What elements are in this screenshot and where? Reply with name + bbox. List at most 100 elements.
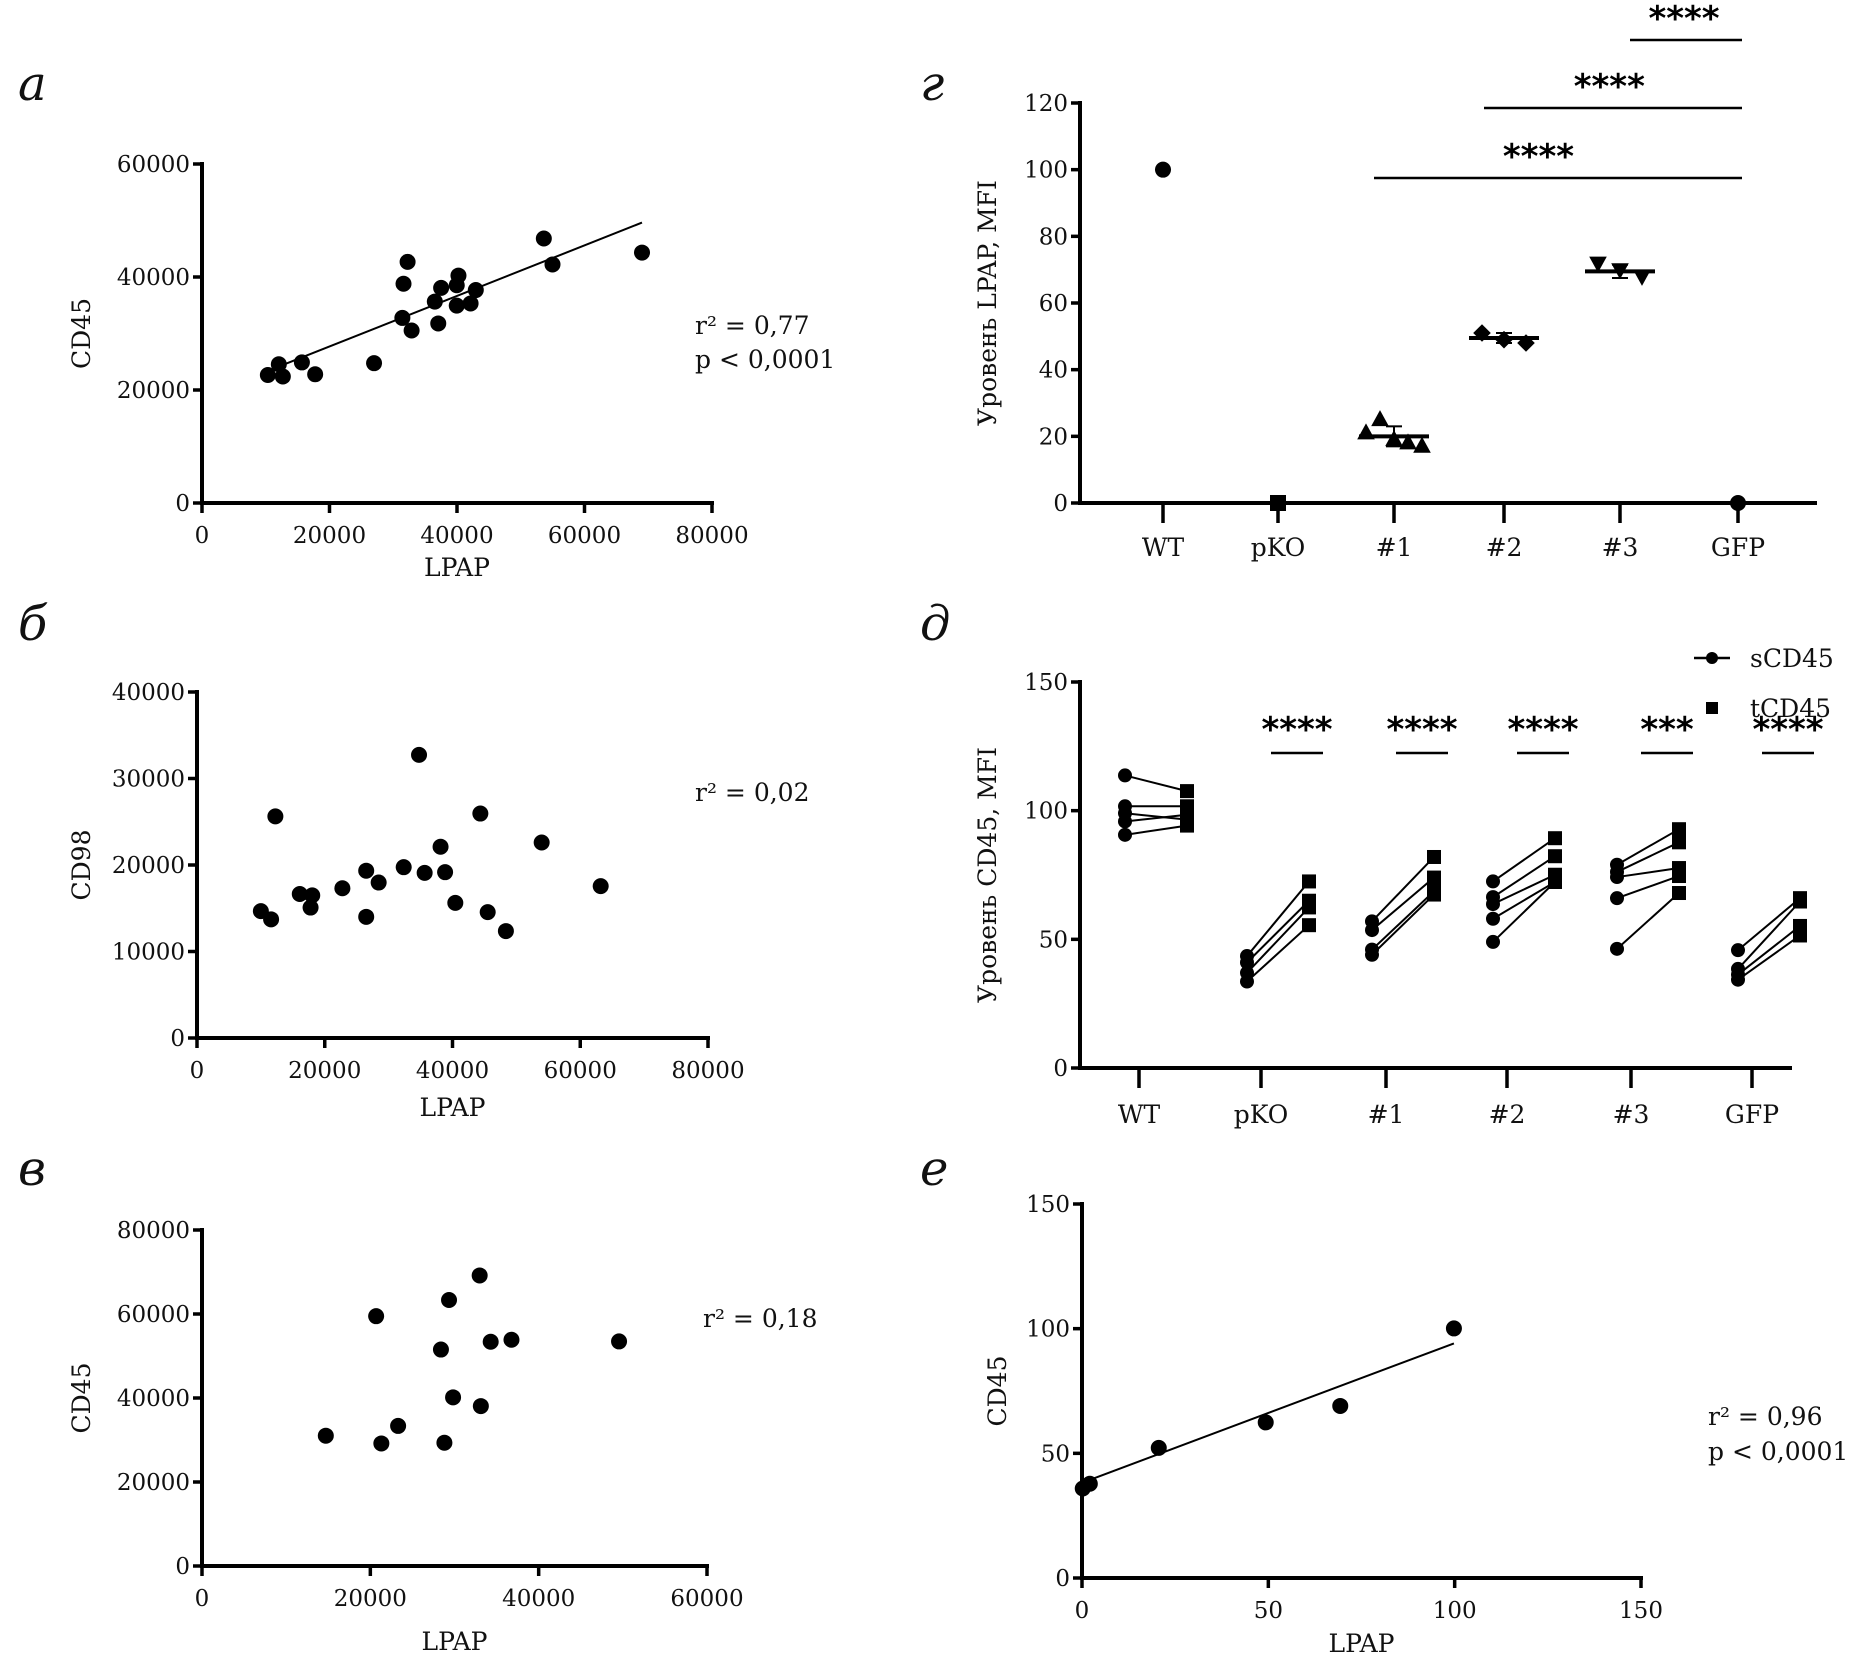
data-point — [1150, 1439, 1167, 1456]
tCD45-point — [1548, 831, 1562, 846]
paired-line — [1246, 924, 1310, 983]
paired-line — [1492, 881, 1556, 920]
x-tick-label: 80000 — [671, 1058, 744, 1084]
sCD45-point — [1118, 827, 1132, 842]
tCD45-point — [1427, 849, 1441, 864]
category-label: #1 — [1368, 1100, 1405, 1129]
paired-line — [1616, 892, 1680, 950]
data-point — [1155, 161, 1171, 178]
data-point — [472, 805, 489, 822]
panel-label: б — [18, 596, 48, 652]
x-tick-label: 40000 — [502, 1586, 575, 1612]
y-tick-label: 0 — [1053, 491, 1068, 517]
data-point — [503, 1331, 520, 1348]
category-label: pKO — [1251, 533, 1306, 562]
y-axis-label: CD45 — [983, 1356, 1012, 1427]
legend: sCD45 tCD45 — [1694, 644, 1834, 723]
paired-line — [1492, 881, 1556, 943]
data-point — [467, 282, 484, 299]
significance-label: **** — [1386, 710, 1457, 750]
y-tick-label: 100 — [1024, 158, 1068, 184]
data-point — [479, 904, 496, 921]
paired-line — [1737, 900, 1801, 970]
r-squared-annotation: r² = 0,96 — [1708, 1402, 1822, 1431]
x-tick-label: 0 — [195, 1586, 210, 1612]
sCD45-point — [1731, 943, 1745, 958]
tCD45-point — [1427, 887, 1441, 902]
y-tick-label: 120 — [1024, 91, 1068, 117]
data-point — [274, 368, 291, 385]
r-squared-annotation: r² = 0,77 — [695, 311, 809, 340]
significance-label: **** — [1261, 710, 1332, 750]
legend-marker-sCD45 — [1706, 652, 1718, 664]
sCD45-point — [1486, 897, 1500, 912]
tCD45-point — [1180, 784, 1194, 799]
category-label: GFP — [1711, 533, 1765, 562]
x-tick-label: 0 — [1075, 1598, 1090, 1624]
paired-line — [1492, 837, 1556, 883]
y-tick-label: 0 — [175, 1554, 190, 1580]
data-point — [1385, 430, 1403, 447]
sCD45-point — [1731, 972, 1745, 987]
data-point — [304, 887, 321, 904]
data-point — [450, 267, 467, 284]
data-point — [432, 838, 449, 855]
data-point — [1730, 495, 1746, 511]
y-tick-label: 20000 — [117, 378, 190, 404]
x-axis-label: LPAP — [424, 553, 490, 582]
x-axis-label: LPAP — [419, 1093, 485, 1122]
panel-e: е 0 50 100 150 0 50 100 150 CD45 LPAP r² = 0,96 p < … — [920, 1141, 1848, 1656]
x-tick-label: 0 — [190, 1058, 205, 1084]
sCD45-point — [1610, 870, 1624, 885]
tCD45-point — [1672, 835, 1686, 850]
data-point — [270, 356, 287, 373]
x-tick-label: 100 — [1433, 1598, 1477, 1624]
data-point — [533, 834, 550, 851]
data-point — [416, 864, 433, 881]
sCD45-point — [1240, 955, 1254, 970]
y-axis-label: CD98 — [67, 830, 96, 901]
paired-line — [1371, 893, 1435, 956]
paired-line — [1737, 925, 1801, 976]
data-point — [317, 1427, 334, 1444]
paired-line — [1371, 876, 1435, 931]
y-axis-label: CD45 — [67, 298, 96, 369]
data-point — [263, 911, 280, 928]
data-point — [430, 315, 447, 332]
data-point — [411, 746, 428, 763]
tCD45-point — [1548, 849, 1562, 864]
category-label: #3 — [1602, 533, 1639, 562]
tCD45-point — [1302, 874, 1316, 889]
panel-a: а 0 20000 40000 60000 0 20000 40000 60000 80000 CD… — [18, 56, 835, 582]
data-point — [592, 878, 609, 895]
paired-line — [1371, 890, 1435, 951]
data-point — [447, 894, 464, 911]
sCD45-point — [1118, 814, 1132, 829]
data-point — [611, 1333, 628, 1350]
data-point — [390, 1417, 407, 1434]
data-point — [399, 253, 416, 270]
data-point — [1332, 1397, 1349, 1414]
data-point — [291, 885, 308, 902]
y-tick-label: 20000 — [117, 1470, 190, 1496]
data-point — [370, 874, 387, 891]
data-point — [366, 355, 383, 372]
data-point — [358, 862, 375, 879]
data-point — [395, 859, 412, 876]
x-tick-label: 60000 — [670, 1586, 743, 1612]
y-tick-label: 40 — [1039, 358, 1068, 384]
data-point — [302, 899, 319, 916]
category-label: GFP — [1725, 1100, 1779, 1129]
significance-label: **** — [1648, 0, 1719, 39]
y-tick-label: 150 — [1024, 670, 1068, 696]
tCD45-point — [1672, 822, 1686, 837]
data-point — [445, 1389, 462, 1406]
paired-line — [1492, 873, 1556, 905]
tCD45-point — [1180, 807, 1194, 822]
paired-line — [1616, 841, 1680, 873]
x-axis-label: LPAP — [1328, 1629, 1394, 1656]
x-axis-label: LPAP — [421, 1627, 487, 1656]
panel-label: в — [18, 1141, 46, 1197]
data-point — [482, 1333, 499, 1350]
x-tick-label: 150 — [1619, 1598, 1663, 1624]
